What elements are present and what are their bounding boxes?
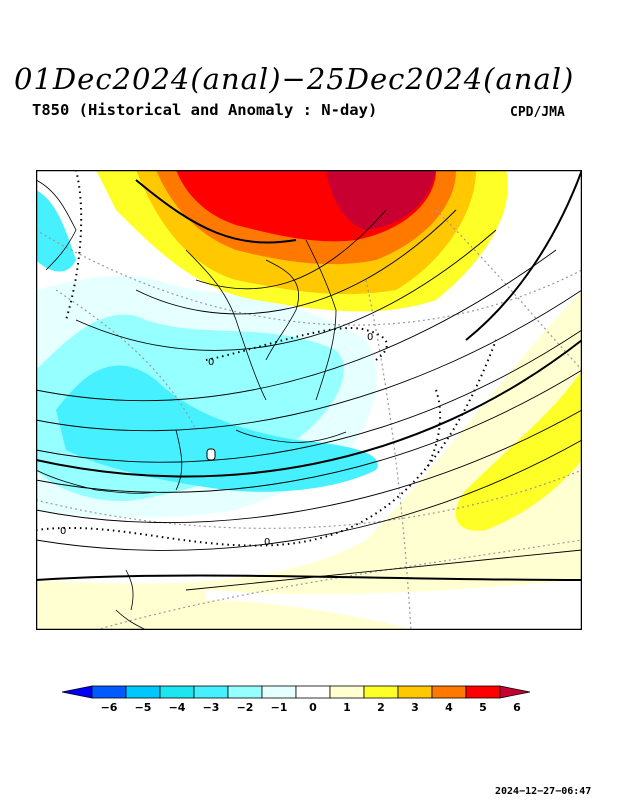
contour-label: 0 [60,526,66,537]
colorbar-tick-label: −4 [169,701,186,714]
thick-contours [36,170,582,581]
colorbar-tick-label: 6 [513,701,521,714]
colorbar-tick-label: 0 [309,701,317,714]
colorbar-tick-label: 1 [343,701,351,714]
timestamp: 2024−12−27−06:47 [495,786,592,797]
colorbar-box [329,685,365,699]
contour-label: 0 [264,537,270,548]
colorbar-box [159,685,195,699]
zero-anomaly-contour [36,170,497,547]
shade-cyan-west [36,190,76,272]
colorbar-box [193,685,229,699]
zero-marker [206,448,216,461]
colorbar-box [125,685,161,699]
colorbar-box [431,685,467,699]
shade-cyan [56,365,378,492]
map-frame [36,170,582,630]
shade-yellow-east [455,370,582,531]
colorbar-ticks: −6 −5 −4 −3 −2 −1 0 1 2 3 4 5 6 [101,701,522,714]
shade-dark-red [326,170,436,230]
anomaly-map: 0 0 0 0 [36,170,582,630]
colorbar-box [261,685,297,699]
contour-label: 0 [367,332,373,343]
colorbar-box [397,685,433,699]
colorbar-boxes [61,685,531,699]
temperature-contours [36,209,582,591]
colorbar-tick-label: 3 [411,701,419,714]
colorbar-tick-label: 5 [479,701,487,714]
colorbar-box [363,685,399,699]
colorbar-box [465,685,501,699]
colorbar-box [91,685,127,699]
colorbar-low-arrow [61,685,93,699]
colorbar-tick-label: −2 [237,701,254,714]
colorbar: −6 −5 −4 −3 −2 −1 0 1 2 3 4 5 6 [61,685,531,714]
agency-label: CPD/JMA [510,105,565,120]
colorbar-tick-label: −6 [101,701,118,714]
chart-title: 01Dec2024(anal)−25Dec2024(anal) [14,62,575,96]
colorbar-tick-label: −1 [271,701,288,714]
colorbar-box [227,685,263,699]
colorbar-high-arrow [499,685,531,699]
chart-subtitle: T850 (Historical and Anomaly : N-day) [32,101,378,119]
colorbar-tick-label: −5 [135,701,152,714]
colorbar-box [295,685,331,699]
contour-label: 0 [208,357,214,368]
shade-white-south [206,580,582,630]
colorbar-tick-label: 4 [445,701,453,714]
colorbar-tick-label: −3 [203,701,220,714]
colorbar-tick-label: 2 [377,701,385,714]
coastlines [36,179,347,630]
